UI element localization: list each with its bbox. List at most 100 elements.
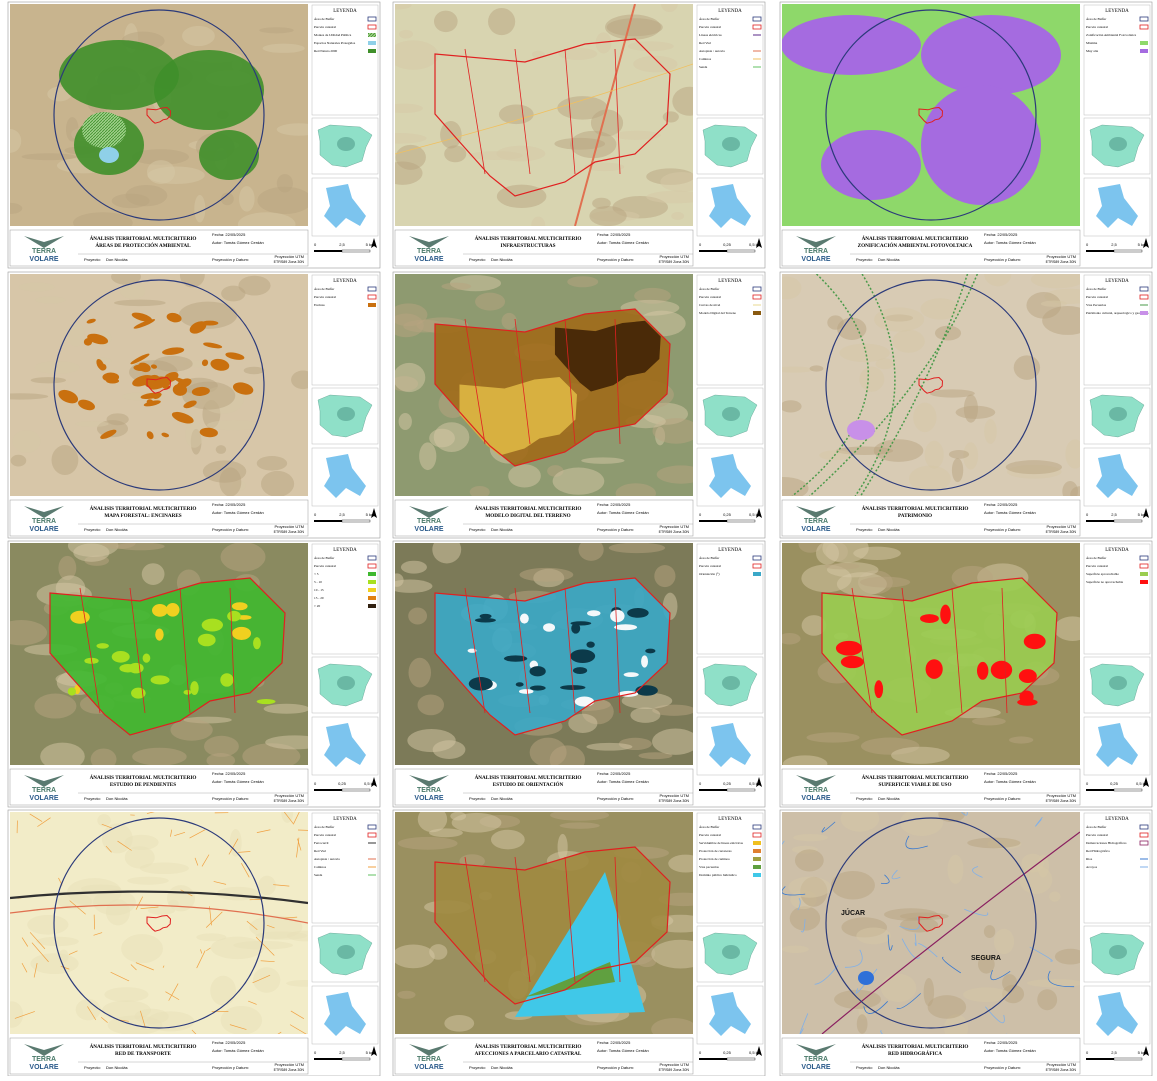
terrain-patch: [185, 421, 203, 448]
author: Autor: Tomás Gómez Cerdán: [212, 510, 264, 515]
map-area: [778, 533, 1091, 772]
excluded-area: [977, 662, 988, 680]
projection-label: Proyección y Datum:: [212, 257, 249, 262]
legend-label: 15 - 20: [314, 596, 324, 600]
projection: ETRS89 Zona 30N: [659, 260, 690, 264]
terrain-patch: [837, 318, 866, 340]
terrain-patch: [114, 300, 166, 306]
project-name: Don Nicolás: [878, 257, 900, 262]
terrain-patch: [19, 283, 55, 292]
terrain-patch: [219, 467, 241, 496]
logo-text: TERRA: [417, 1056, 441, 1063]
author: Autor: Tomás Gómez Cerdán: [984, 510, 1036, 515]
projection: Proyección UTM: [659, 1062, 689, 1067]
region-highlight: [1109, 407, 1127, 421]
legend-label: Área de Buffer: [314, 824, 335, 829]
terrain-patch: [101, 537, 136, 549]
scale-bar: [342, 520, 370, 522]
logo-text: TERRA: [417, 248, 441, 255]
projection-label: Proyección y Datum:: [597, 257, 634, 262]
terrain-patch: [36, 937, 79, 946]
zone-fill: [781, 15, 921, 75]
slope-patch: [220, 673, 233, 686]
reservoir: [858, 971, 874, 985]
slope-patch: [112, 651, 130, 663]
terrain-patch: [399, 30, 413, 39]
sheet-subtitle: INFRAESTRUCTURAS: [500, 243, 555, 249]
aspect-patch: [573, 667, 587, 674]
scale-bar: [1086, 1058, 1114, 1060]
sheet-title: ÁNALISIS TERRITORIAL MULTICRITERIO: [862, 1042, 969, 1050]
legend-swatch: [1140, 572, 1148, 576]
terrain-patch: [859, 367, 884, 392]
legend-heading: LEYENDA: [1105, 548, 1129, 553]
legend-label: Protección de carreteras: [699, 849, 732, 853]
terrain-patch: [253, 967, 280, 993]
terrain-patch: [558, 834, 568, 860]
region-highlight: [1109, 137, 1127, 151]
terrain-patch: [553, 468, 605, 495]
terrain-patch: [1006, 460, 1062, 474]
excluded-area: [874, 680, 883, 698]
aspect-patch: [627, 608, 649, 618]
scale-bar: [1114, 250, 1142, 252]
terrain-patch: [22, 153, 77, 160]
legend-label: Orientación (°): [699, 572, 719, 576]
project-name: Don Nicolás: [491, 527, 513, 532]
protected-area: [82, 112, 126, 148]
legend-label: Parcela catastral: [1086, 25, 1108, 29]
projection-label: Proyección y Datum:: [597, 796, 634, 801]
logo-text: VOLARE: [29, 1064, 59, 1071]
scale-bar: [314, 1058, 342, 1060]
terrain-patch: [949, 450, 969, 459]
legend-swatch: [368, 604, 376, 608]
legend-label: Parcela catastral: [699, 295, 721, 299]
project-name: Don Nicolás: [491, 257, 513, 262]
legend-label: Protección de caminos: [699, 857, 730, 861]
terrain-patch: [121, 934, 163, 963]
terrain-patch: [393, 363, 425, 392]
projection: Proyección UTM: [274, 1062, 304, 1067]
legend-label: Parcela catastral: [314, 295, 336, 299]
scale-bar: [1114, 1058, 1142, 1060]
legend-heading: LEYENDA: [333, 9, 357, 14]
sheet-subtitle: ÁREAS DE PROTECCIÓN AMBIENTAL: [95, 241, 191, 249]
terrain-patch: [581, 457, 624, 463]
terrain-patch: [856, 927, 891, 944]
region-highlight: [722, 945, 740, 959]
legend-label: Curvas de nivel: [699, 303, 720, 307]
logo-text: VOLARE: [801, 526, 831, 533]
legend-label: Servidumbre de líneas eléctricas: [699, 841, 744, 845]
scale-bar: [314, 520, 342, 522]
projection: Proyección UTM: [1046, 254, 1076, 259]
terrain-patch: [853, 547, 901, 560]
map-area: [759, 262, 1094, 503]
terrain-patch: [628, 41, 674, 51]
slope-patch: [155, 629, 163, 641]
terrain-patch: [204, 736, 239, 757]
terrain-patch: [795, 849, 824, 871]
legend-label: Red Hidrográfica: [1086, 849, 1110, 853]
legend-label: Área de Buffer: [699, 16, 720, 21]
legend-box: [312, 5, 378, 115]
projection: Proyección UTM: [659, 254, 689, 259]
projection-label: Proyección y Datum:: [212, 796, 249, 801]
sheet-subtitle: MODELO DIGITAL DEL TERRENO: [485, 513, 570, 519]
terrain-patch: [984, 419, 997, 444]
author: Autor: Tomás Gómez Cerdán: [597, 779, 649, 784]
scale-bar: [342, 1058, 370, 1060]
scale-label: 2,5: [339, 1050, 345, 1055]
logo-text: VOLARE: [414, 526, 444, 533]
region-highlight: [722, 676, 740, 690]
aspect-patch: [587, 610, 600, 616]
scale-label: 0,25: [723, 242, 732, 247]
terrain-patch: [11, 455, 27, 467]
legend-swatch: [1140, 580, 1148, 584]
legend-heading: LEYENDA: [718, 9, 742, 14]
logo-text: TERRA: [804, 518, 828, 525]
terrain-patch: [607, 18, 663, 36]
slope-patch: [128, 663, 143, 674]
projection: Proyección UTM: [274, 524, 304, 529]
